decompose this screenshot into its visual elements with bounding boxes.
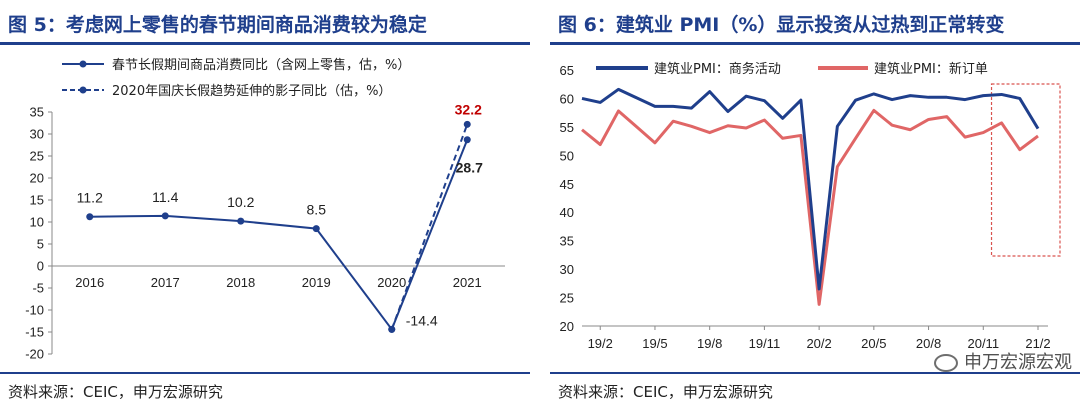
watermark-text: 申万宏源宏观 [964, 352, 1072, 373]
data-label: 32.2 [455, 101, 482, 117]
title-rule [0, 42, 530, 45]
legend-label-business-activity: 建筑业PMI：商务活动 [654, 61, 781, 77]
data-label: -14.4 [406, 312, 438, 328]
x-tick-label: 2019 [302, 275, 331, 290]
title-rule [550, 42, 1080, 45]
chart-title: 图 6：建筑业 PMI（%）显示投资从过热到正常转变 [558, 14, 1005, 36]
retail-yoy-chart: 春节长假期间商品消费同比（含网上零售，估，%） 2020年国庆长假趋势延伸的影子同… [25, 57, 505, 362]
data-label: 10.2 [227, 194, 254, 210]
solid-series-point [463, 136, 471, 144]
y-tick-label: 25 [30, 149, 44, 164]
y-tick-label: 45 [560, 177, 574, 192]
data-label: 11.4 [152, 189, 178, 205]
y-tick-label: -20 [25, 347, 44, 362]
y-tick-label: 20 [30, 171, 44, 186]
x-tick-label: 2021 [453, 275, 482, 290]
y-tick-label: 20 [560, 319, 574, 334]
x-tick-label: 19/8 [697, 336, 722, 351]
legend-label-solid: 春节长假期间商品消费同比（含网上零售，估，%） [112, 57, 410, 73]
x-tick-label: 19/2 [588, 336, 613, 351]
new-orders-line [581, 108, 1039, 306]
solid-series-point [161, 212, 169, 220]
data-label: 11.2 [77, 190, 103, 206]
dashed-series-point [463, 120, 471, 128]
data-label: 28.7 [456, 160, 483, 176]
x-tick-label: 20/8 [916, 336, 941, 351]
source-note: 资料来源：CEIC，申万宏源研究 [558, 383, 773, 401]
x-tick-label: 2020 [377, 275, 406, 290]
construction-pmi-chart: 20 25 30 35 40 45 50 55 60 65 19/2 19/5 19/8 19/11 20/… [560, 61, 1061, 351]
solid-series-point [86, 213, 94, 221]
legend-label-new-orders: 建筑业PMI：新订单 [874, 61, 988, 77]
y-tick-label: -5 [32, 281, 44, 296]
bottom-rule [0, 372, 530, 374]
x-tick-label: 19/5 [642, 336, 667, 351]
y-tick-label: 35 [560, 234, 574, 249]
y-tick-label: 35 [30, 105, 44, 120]
left-chart-panel: 图 5：考虑网上零售的春节期间商品消费较为稳定 春节长假期间商品消费同比（含网上… [0, 0, 530, 409]
chart-title: 图 5：考虑网上零售的春节期间商品消费较为稳定 [8, 14, 427, 36]
x-tick-label: 2016 [75, 275, 104, 290]
y-tick-label: -10 [25, 303, 44, 318]
y-tick-label: 0 [37, 259, 44, 274]
y-tick-label: 10 [30, 215, 44, 230]
watermark: 申万宏源宏观 [934, 348, 1072, 374]
y-tick-label: 30 [560, 262, 574, 277]
x-tick-label: 20/11 [967, 336, 999, 351]
dashed-series-line [390, 123, 469, 330]
y-tick-label: 30 [30, 127, 44, 142]
data-label: 8.5 [307, 202, 327, 218]
legend-marker-solid [79, 60, 87, 68]
solid-series-point [312, 225, 320, 233]
business-activity-line [581, 87, 1040, 291]
legend-marker-dashed [79, 86, 87, 94]
y-tick-label: 65 [560, 63, 574, 78]
source-note: 资料来源：CEIC，申万宏源研究 [8, 383, 223, 401]
x-tick-label: 2017 [151, 275, 180, 290]
y-tick-label: 5 [37, 237, 44, 252]
x-tick-label: 21/2 [1025, 336, 1050, 351]
legend-label-dashed: 2020年国庆长假趋势延伸的影子同比（估，%） [112, 83, 391, 99]
right-chart-panel: 图 6：建筑业 PMI（%）显示投资从过热到正常转变 20 25 30 35 40 45 5… [550, 0, 1080, 409]
wechat-logo-icon [934, 354, 958, 372]
y-tick-label: 25 [560, 291, 574, 306]
x-tick-label: 2018 [226, 275, 255, 290]
y-tick-label: 60 [560, 91, 574, 106]
y-tick-label: -15 [25, 325, 44, 340]
x-tick-label: 20/5 [861, 336, 886, 351]
solid-series-point [237, 217, 245, 225]
bottom-rule [550, 372, 1080, 374]
y-tick-label: 15 [30, 193, 44, 208]
x-tick-label: 20/2 [806, 336, 831, 351]
y-tick-label: 50 [560, 148, 574, 163]
y-tick-label: 55 [560, 120, 574, 135]
x-tick-label: 19/11 [749, 336, 781, 351]
y-tick-label: 40 [560, 205, 574, 220]
solid-series-point [388, 325, 396, 333]
solid-series-line [89, 139, 469, 332]
